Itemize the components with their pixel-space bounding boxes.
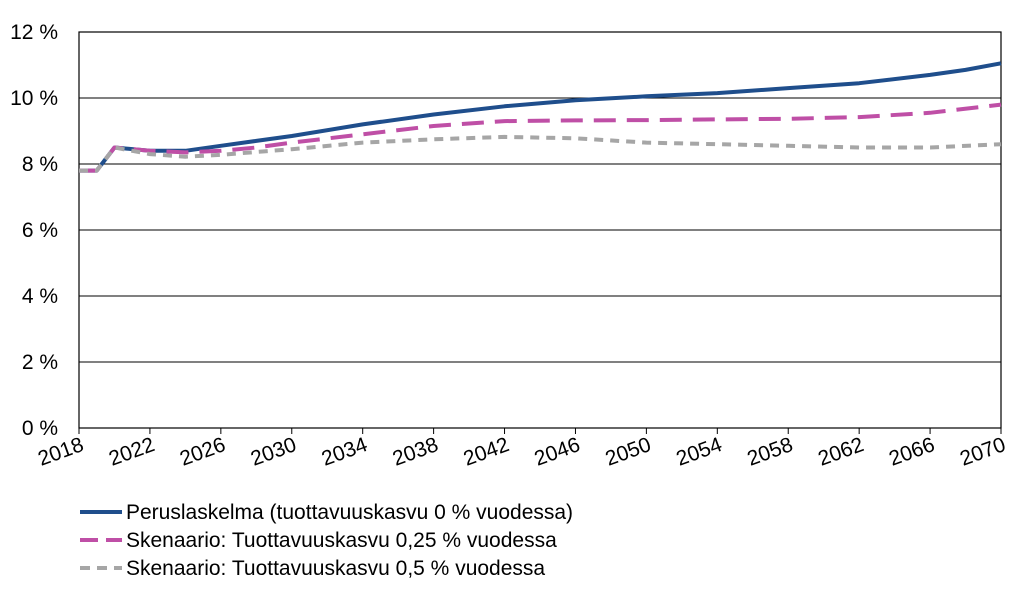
- x-tick-label: 2062: [815, 433, 867, 471]
- series-line: [79, 134, 1002, 173]
- plot-frame: [78, 31, 1002, 429]
- x-tick-label: 2022: [106, 433, 158, 471]
- x-tick-label: 2038: [390, 433, 442, 471]
- y-axis-tick-labels: 0 % 2 % 4 % 6 % 8 % 10 % 12 %: [10, 21, 58, 440]
- x-tick-label: 2034: [319, 433, 371, 471]
- x-tick-label: 2070: [957, 433, 1009, 471]
- series-lines: [79, 61, 1002, 173]
- series-line: [79, 102, 1002, 173]
- legend: Peruslaskelma (tuottavuuskasvu 0 % vuode…: [80, 501, 573, 580]
- x-tick-label: 2050: [602, 433, 654, 471]
- y-tick-label: 2 %: [22, 351, 58, 374]
- x-tick-label: 2026: [177, 433, 229, 471]
- x-axis-tick-labels: 2018 2022 2026 2030 2034 2038 2042 2046 2050 2054…: [35, 433, 1009, 471]
- x-tick-label: 2030: [248, 433, 300, 471]
- y-tick-label: 10 %: [10, 87, 58, 110]
- legend-label: Peruslaskelma (tuottavuuskasvu 0 % vuode…: [126, 501, 573, 524]
- legend-label: Skenaario: Tuottavuuskasvu 0,25 % vuodes…: [126, 529, 557, 552]
- x-tick-label: 2058: [744, 433, 796, 471]
- x-tick-label: 2054: [673, 433, 725, 471]
- legend-label: Skenaario: Tuottavuuskasvu 0,5 % vuodess…: [126, 557, 545, 580]
- y-tick-label: 8 %: [22, 153, 58, 176]
- y-tick-label: 12 %: [10, 21, 58, 44]
- x-tick-label: 2042: [460, 433, 512, 471]
- y-tick-label: 4 %: [22, 285, 58, 308]
- y-tick-label: 0 %: [22, 417, 58, 440]
- x-tick-label: 2066: [886, 433, 938, 471]
- y-tick-label: 6 %: [22, 219, 58, 242]
- x-tick-label: 2046: [531, 433, 583, 471]
- axes: [78, 31, 1002, 434]
